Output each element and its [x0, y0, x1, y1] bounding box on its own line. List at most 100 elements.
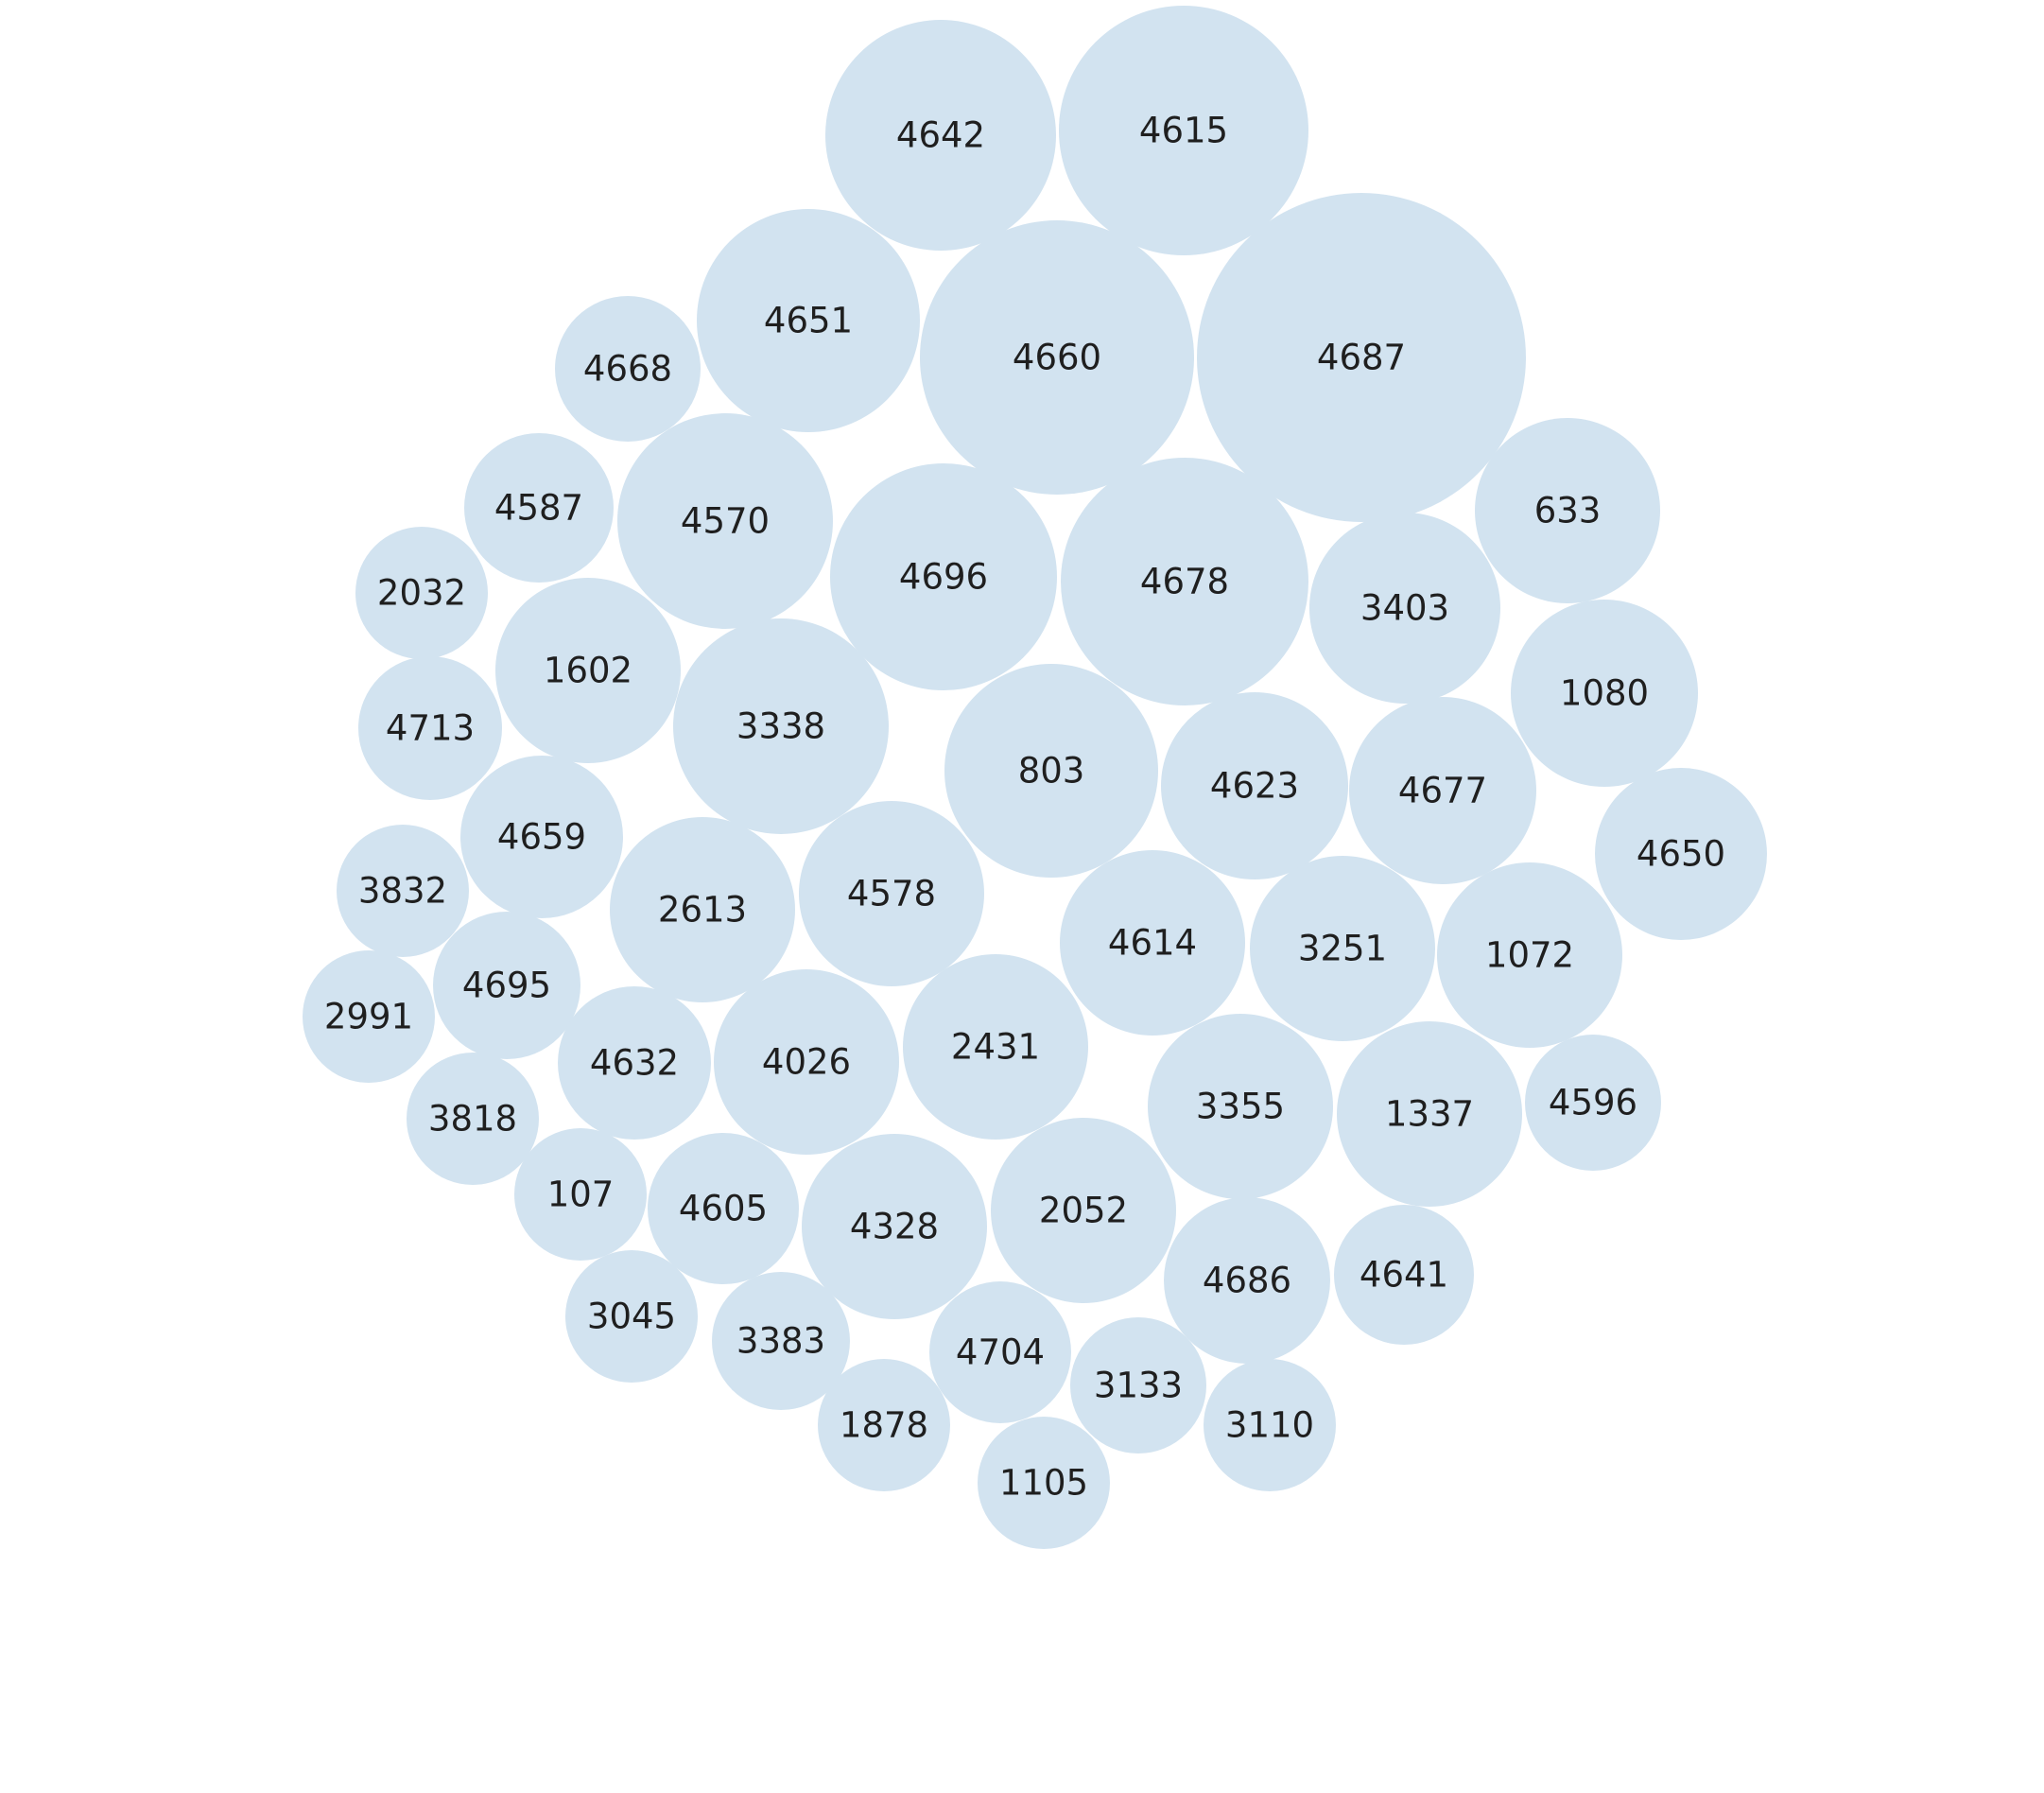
bubble-label: 4659	[497, 817, 586, 858]
bubble-label: 803	[1018, 751, 1085, 792]
bubble-3045: 3045	[565, 1250, 698, 1383]
bubble-4632: 4632	[558, 986, 711, 1140]
bubble-label: 1072	[1485, 935, 1574, 976]
bubble-1602: 1602	[495, 578, 681, 763]
bubble-circle	[714, 969, 899, 1155]
bubble-label: 1337	[1385, 1094, 1474, 1135]
bubble-circle	[799, 801, 984, 986]
bubble-2991: 2991	[303, 950, 435, 1083]
bubble-4570: 4570	[617, 413, 833, 629]
bubble-circle	[648, 1133, 799, 1284]
bubble-label: 633	[1534, 491, 1602, 531]
bubble-4641: 4641	[1334, 1205, 1474, 1345]
bubble-circle	[1059, 6, 1308, 255]
bubble-label: 4328	[850, 1207, 939, 1247]
bubble-2052: 2052	[991, 1118, 1176, 1303]
bubble-1878: 1878	[818, 1359, 950, 1491]
bubble-1105: 1105	[978, 1417, 1110, 1549]
bubble-1337: 1337	[1337, 1021, 1522, 1207]
bubble-label: 3045	[587, 1297, 676, 1337]
bubble-label: 2032	[377, 573, 466, 614]
bubble-circle	[1511, 600, 1698, 787]
bubble-circle	[1349, 697, 1536, 884]
bubble-circle	[944, 664, 1158, 878]
bubble-label: 1080	[1560, 673, 1649, 714]
bubble-label: 4668	[583, 349, 672, 390]
bubble-4677: 4677	[1349, 697, 1536, 884]
bubble-4026: 4026	[714, 969, 899, 1155]
bubble-label: 4686	[1203, 1261, 1291, 1301]
bubble-2032: 2032	[355, 527, 488, 659]
bubble-label: 4704	[956, 1332, 1045, 1373]
bubble-label: 3251	[1298, 929, 1387, 969]
bubble-4668: 4668	[555, 296, 701, 442]
bubble-circle	[673, 618, 889, 834]
bubble-circle	[1309, 513, 1500, 704]
bubble-label: 1878	[840, 1405, 928, 1446]
bubble-circle	[1337, 1021, 1522, 1207]
bubble-107: 107	[514, 1128, 647, 1261]
bubble-4678: 4678	[1061, 458, 1308, 705]
bubble-label: 4570	[681, 501, 770, 542]
bubble-circle	[1475, 418, 1660, 603]
bubble-label: 1105	[999, 1463, 1088, 1504]
bubble-633: 633	[1475, 418, 1660, 603]
bubble-4614: 4614	[1060, 850, 1245, 1036]
bubble-label: 4713	[386, 708, 475, 749]
bubble-label: 4660	[1013, 338, 1101, 378]
bubble-circle	[818, 1359, 950, 1491]
bubble-4605: 4605	[648, 1133, 799, 1284]
bubble-circle	[1070, 1317, 1206, 1454]
bubble-circle	[1164, 1197, 1330, 1364]
bubble-label: 2052	[1039, 1191, 1128, 1231]
bubble-1072: 1072	[1437, 862, 1622, 1048]
bubble-circle	[1204, 1359, 1336, 1491]
bubble-circle	[978, 1417, 1110, 1549]
bubble-circle	[555, 296, 701, 442]
bubble-circle	[1595, 768, 1767, 940]
bubble-circle	[460, 756, 623, 918]
bubble-label: 3383	[736, 1321, 825, 1362]
bubble-4328: 4328	[802, 1134, 987, 1319]
bubble-circle	[697, 209, 920, 432]
bubble-label: 4578	[847, 874, 936, 914]
bubble-4686: 4686	[1164, 1197, 1330, 1364]
bubble-label: 4641	[1360, 1255, 1448, 1296]
bubble-circle	[1061, 458, 1308, 705]
bubble-circle	[825, 20, 1056, 251]
bubble-label: 4614	[1108, 923, 1197, 964]
bubble-3110: 3110	[1204, 1359, 1336, 1491]
bubble-circle	[1161, 692, 1348, 879]
bubble-label: 4642	[896, 115, 985, 156]
bubble-4696: 4696	[830, 463, 1057, 690]
bubble-2431: 2431	[903, 954, 1088, 1140]
bubble-circle	[1197, 193, 1526, 522]
bubble-label: 3355	[1196, 1087, 1285, 1127]
bubble-1080: 1080	[1511, 600, 1698, 787]
bubble-label: 4596	[1549, 1083, 1637, 1123]
bubble-4713: 4713	[358, 656, 502, 800]
bubble-label: 3818	[428, 1099, 517, 1140]
bubble-label: 4677	[1398, 771, 1487, 811]
bubble-label: 4587	[494, 488, 583, 529]
bubble-circle	[303, 950, 435, 1083]
bubble-4623: 4623	[1161, 692, 1348, 879]
bubble-4695: 4695	[433, 912, 580, 1059]
bubble-label: 3338	[736, 706, 825, 747]
bubble-circle	[558, 986, 711, 1140]
bubble-circle	[495, 578, 681, 763]
bubble-circle	[991, 1118, 1176, 1303]
bubble-label: 2431	[951, 1027, 1040, 1068]
bubble-circle	[358, 656, 502, 800]
bubble-label: 4650	[1637, 834, 1725, 875]
bubble-4660: 4660	[920, 220, 1194, 495]
bubble-3133: 3133	[1070, 1317, 1206, 1454]
bubble-circle	[802, 1134, 987, 1319]
bubble-3403: 3403	[1309, 513, 1500, 704]
bubble-label: 3832	[358, 871, 447, 912]
bubble-label: 4623	[1210, 766, 1299, 807]
bubble-label: 4695	[462, 966, 551, 1006]
bubble-circle	[929, 1281, 1071, 1423]
bubble-4587: 4587	[464, 433, 614, 583]
